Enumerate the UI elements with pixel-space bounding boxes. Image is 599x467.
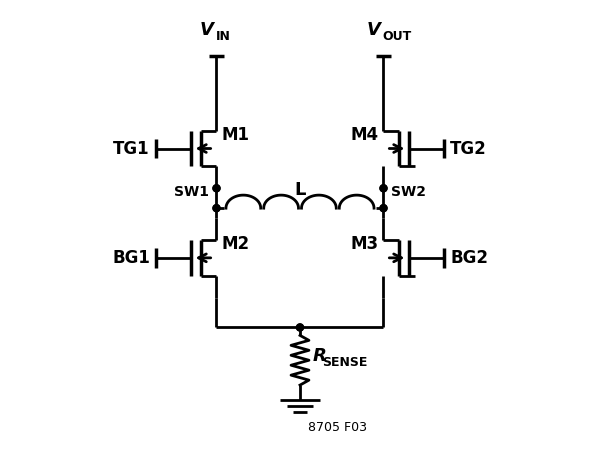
Text: 8705 F03: 8705 F03 (308, 421, 367, 434)
Circle shape (213, 205, 220, 212)
Text: M3: M3 (350, 235, 379, 253)
Circle shape (380, 205, 387, 212)
Circle shape (213, 185, 220, 192)
Circle shape (380, 205, 387, 212)
Text: V: V (199, 21, 213, 39)
Circle shape (297, 324, 304, 331)
Circle shape (380, 185, 387, 192)
Text: M4: M4 (350, 126, 379, 143)
Circle shape (297, 324, 304, 331)
Text: SW1: SW1 (174, 185, 208, 199)
Text: R: R (313, 347, 327, 365)
Text: M1: M1 (222, 126, 249, 143)
Text: V: V (367, 21, 380, 39)
Text: BG2: BG2 (450, 249, 488, 267)
Text: L: L (294, 181, 305, 199)
Text: SENSE: SENSE (322, 356, 367, 369)
Text: TG2: TG2 (450, 140, 487, 157)
Text: SW2: SW2 (392, 185, 426, 199)
Text: BG1: BG1 (112, 249, 150, 267)
Text: OUT: OUT (383, 30, 412, 43)
Circle shape (213, 205, 220, 212)
Circle shape (380, 185, 387, 192)
Text: TG1: TG1 (113, 140, 150, 157)
Circle shape (213, 185, 220, 192)
Text: IN: IN (216, 30, 231, 43)
Text: M2: M2 (222, 235, 250, 253)
